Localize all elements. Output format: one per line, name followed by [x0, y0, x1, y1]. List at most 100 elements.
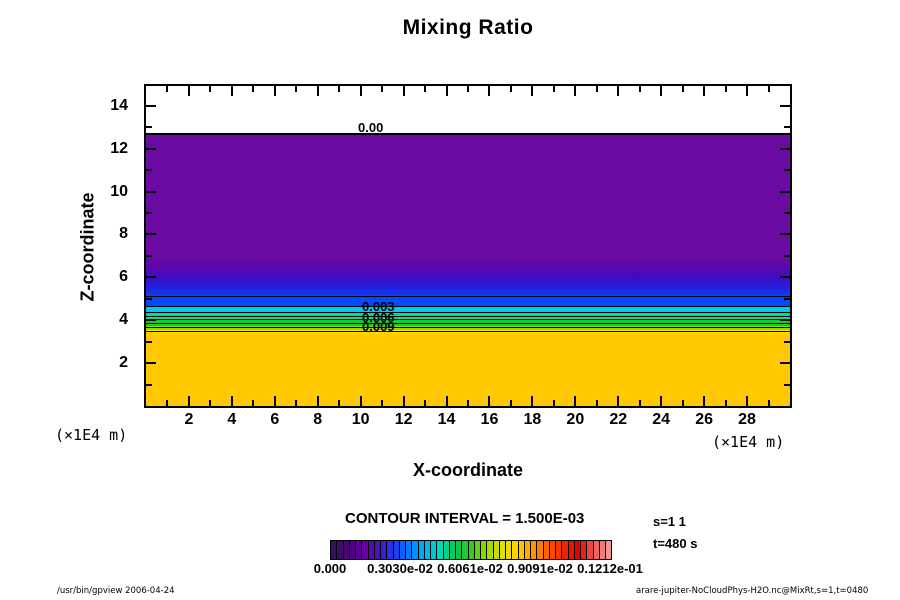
- y-axis-tick: [146, 319, 156, 321]
- x-axis-tick: [531, 396, 533, 406]
- y-axis-tick: [780, 233, 790, 235]
- chart-title: Mixing Ratio: [402, 16, 534, 39]
- x-axis-tick: [553, 86, 555, 92]
- x-axis-tick: [574, 86, 576, 96]
- y-axis-tick: [146, 191, 156, 193]
- y-tick-label: 14: [110, 96, 128, 114]
- x-tick-label: 8: [313, 411, 323, 428]
- y-axis-tick: [780, 319, 790, 321]
- x-axis-tick: [682, 400, 684, 406]
- x-axis-tick: [682, 86, 684, 92]
- x-axis-tick: [467, 400, 469, 406]
- y-axis-tick: [784, 255, 790, 257]
- colorbar-cell: [424, 541, 431, 559]
- colorbar-cell: [568, 541, 575, 559]
- x-tick-label: 10: [351, 411, 370, 428]
- contour-line: [146, 327, 790, 328]
- x-axis-tick: [274, 86, 276, 96]
- x-axis-tick: [231, 396, 233, 406]
- y-axis-tick: [784, 212, 790, 214]
- colorbar-tick-label: 0.9091e-02: [507, 561, 573, 576]
- x-axis-tick: [660, 86, 662, 96]
- x-tick-label: 24: [652, 411, 671, 428]
- colorbar-tick-label: 0.000: [313, 561, 347, 576]
- colorbar-cell: [343, 541, 350, 559]
- x-axis-tick: [531, 86, 533, 96]
- y-axis-tick: [146, 298, 152, 300]
- x-tick-label: 28: [738, 411, 756, 428]
- colorbar-cell: [524, 541, 531, 559]
- y-axis-tick: [146, 276, 156, 278]
- x-axis-tick: [746, 86, 748, 96]
- x-axis-tick: [317, 86, 319, 96]
- x-axis-tick: [639, 86, 641, 92]
- colorbar-cell: [599, 541, 606, 559]
- colorbar: [330, 540, 612, 560]
- colorbar-cell: [349, 541, 356, 559]
- contour-line: [146, 296, 790, 297]
- colorbar-cell: [393, 541, 400, 559]
- x-axis-tick: [274, 396, 276, 406]
- contour-line: [146, 306, 790, 307]
- contour-line: [146, 316, 790, 317]
- x-axis-tick: [703, 396, 705, 406]
- y-tick-label: 6: [119, 268, 128, 286]
- x-axis-tick: [639, 400, 641, 406]
- x-axis-tick: [231, 86, 233, 96]
- contour-line: [146, 133, 790, 135]
- contour-line: [146, 323, 790, 324]
- x-tick-label: 16: [480, 411, 499, 428]
- footer-datasource-text: arare-jupiter-NoCloudPhys-H2O.nc@MixRt,s…: [636, 586, 869, 596]
- y-tick-label: 12: [110, 139, 128, 157]
- colorbar-cell: [474, 541, 481, 559]
- footer-command-text: /usr/bin/gpview 2006-04-24: [57, 586, 175, 596]
- y-axis-tick: [146, 126, 152, 128]
- colorbar-cell: [387, 541, 394, 559]
- x-tick-label: 18: [523, 411, 542, 428]
- x-axis-tick: [768, 400, 770, 406]
- colorbar-cell: [556, 541, 563, 559]
- y-axis-tick: [146, 148, 156, 150]
- colorbar-cell: [431, 541, 438, 559]
- colorbar-cell: [574, 541, 581, 559]
- x-axis-tick: [252, 86, 254, 92]
- plot-area: [144, 84, 792, 408]
- colorbar-cell: [593, 541, 600, 559]
- x-axis-tick: [403, 396, 405, 406]
- x-axis-tick: [768, 86, 770, 92]
- colorbar-cell: [362, 541, 369, 559]
- y-axis-tick: [784, 298, 790, 300]
- x-axis-tick: [446, 86, 448, 96]
- y-axis-tick: [784, 126, 790, 128]
- colorbar-cell: [543, 541, 550, 559]
- y-axis-tick: [146, 233, 156, 235]
- colorbar-cell: [487, 541, 494, 559]
- colorbar-cell: [443, 541, 450, 559]
- x-axis-tick: [617, 86, 619, 96]
- y-axis-tick: [784, 341, 790, 343]
- y-axis-tick: [146, 105, 156, 107]
- x-axis-tick: [488, 86, 490, 96]
- x-axis-tick: [596, 86, 598, 92]
- y-axis-tick: [784, 384, 790, 386]
- x-axis-tick: [360, 86, 362, 96]
- x-axis-tick: [381, 400, 383, 406]
- x-tick-label: 4: [227, 411, 237, 428]
- y-tick-label: 4: [119, 311, 128, 329]
- y-axis-tick: [146, 169, 152, 171]
- x-tick-label: 22: [609, 411, 628, 428]
- x-axis-tick: [381, 86, 383, 92]
- colorbar-cell: [337, 541, 344, 559]
- colorbar-cell: [587, 541, 594, 559]
- x-axis-tick: [703, 86, 705, 96]
- x-axis-tick: [424, 400, 426, 406]
- contour-label-0.00: 0.00: [358, 120, 384, 135]
- x-axis-tick: [338, 400, 340, 406]
- colorbar-cell: [381, 541, 388, 559]
- x-axis-tick: [188, 86, 190, 96]
- colorbar-cell: [406, 541, 413, 559]
- x-axis-tick: [252, 400, 254, 406]
- slice-label: s=1 1: [653, 514, 686, 529]
- x-axis-tick: [446, 396, 448, 406]
- x-tick-label: 14: [437, 411, 456, 428]
